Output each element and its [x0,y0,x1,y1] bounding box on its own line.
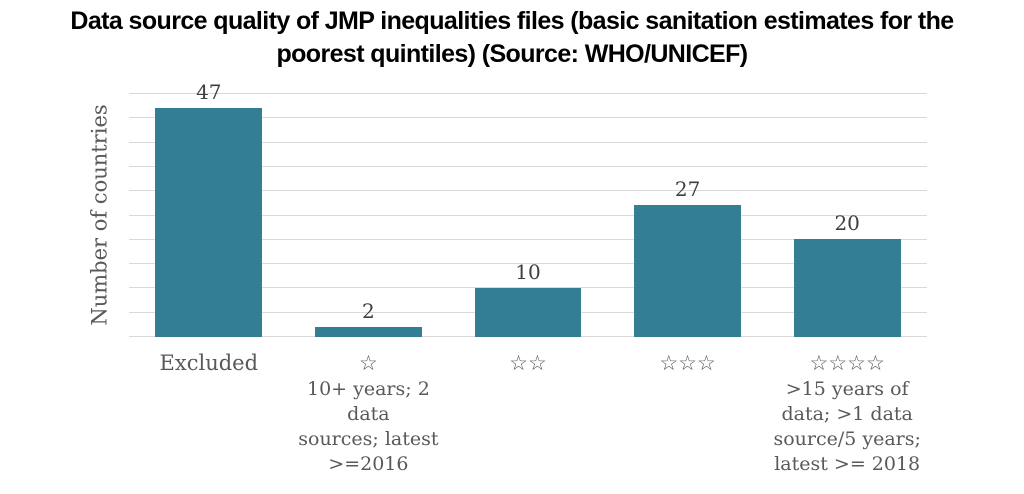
x-tick-category: ☆ [358,351,378,375]
bar-value-label: 27 [674,177,701,202]
x-tick-caption-line: >15 years of [785,378,909,400]
bar-value-label: 2 [362,299,375,324]
gridline [129,117,927,118]
x-tick-caption-line: latest >= 2018 [774,453,921,475]
x-tick-caption-line: data; >1 data [781,403,913,425]
x-tick-category: Excluded [159,351,259,375]
x-tick-label: Excluded [129,350,289,477]
x-axis-labels: Excluded ☆ 10+ years; 2 data sources; lates… [129,350,927,477]
x-tick-category: ☆☆☆☆ [809,351,885,375]
gridline [129,166,927,167]
x-tick-category: ☆☆ [509,351,547,375]
y-axis-label-container: Number of countries [84,93,116,337]
bar-slot: 20 [767,93,927,337]
x-tick-label: ☆☆ [448,350,608,477]
chart-title-line-2: poorest quintiles) (Source: WHO/UNICEF) [276,40,748,68]
gridline [129,287,927,288]
bar-slot: 47 [129,80,289,337]
bar-slot: 10 [448,93,608,337]
y-axis-label: Number of countries [88,104,112,326]
x-tick-caption-line: 10+ years; 2 data [306,378,430,425]
gridline [129,190,927,191]
bar [155,107,263,337]
bar-slot: 27 [608,93,768,337]
x-tick-label: ☆☆☆ [608,350,768,477]
bar-value-label: 20 [834,211,860,236]
bar-value-label: 47 [196,79,222,104]
gridline [129,263,927,264]
gridline [129,142,927,143]
plot-area: 47 2 10 27 20 [129,80,927,337]
chart-title-line-1: Data source quality of JMP inequalities … [70,7,954,35]
bar-slot: 2 [289,93,449,337]
gridline [129,239,927,240]
bar [474,288,582,337]
bar-value-label: 10 [515,260,541,285]
bar [314,327,422,337]
x-tick-caption-line: sources; latest [298,428,439,450]
x-tick-caption-line: >=2016 [328,453,409,475]
x-tick-label: ☆☆☆☆ >15 years of data; >1 data source/5 ye… [767,350,927,477]
bar [634,205,742,337]
bar [793,239,901,337]
x-tick-category: ☆☆☆ [659,351,716,375]
x-tick-caption-line: source/5 years; [773,428,921,450]
x-tick-label: ☆ 10+ years; 2 data sources; latest >=2016 [289,350,449,477]
gridline [129,93,927,94]
chart-title: Data source quality of JMP inequalities … [0,5,1024,71]
gridline [129,215,927,216]
